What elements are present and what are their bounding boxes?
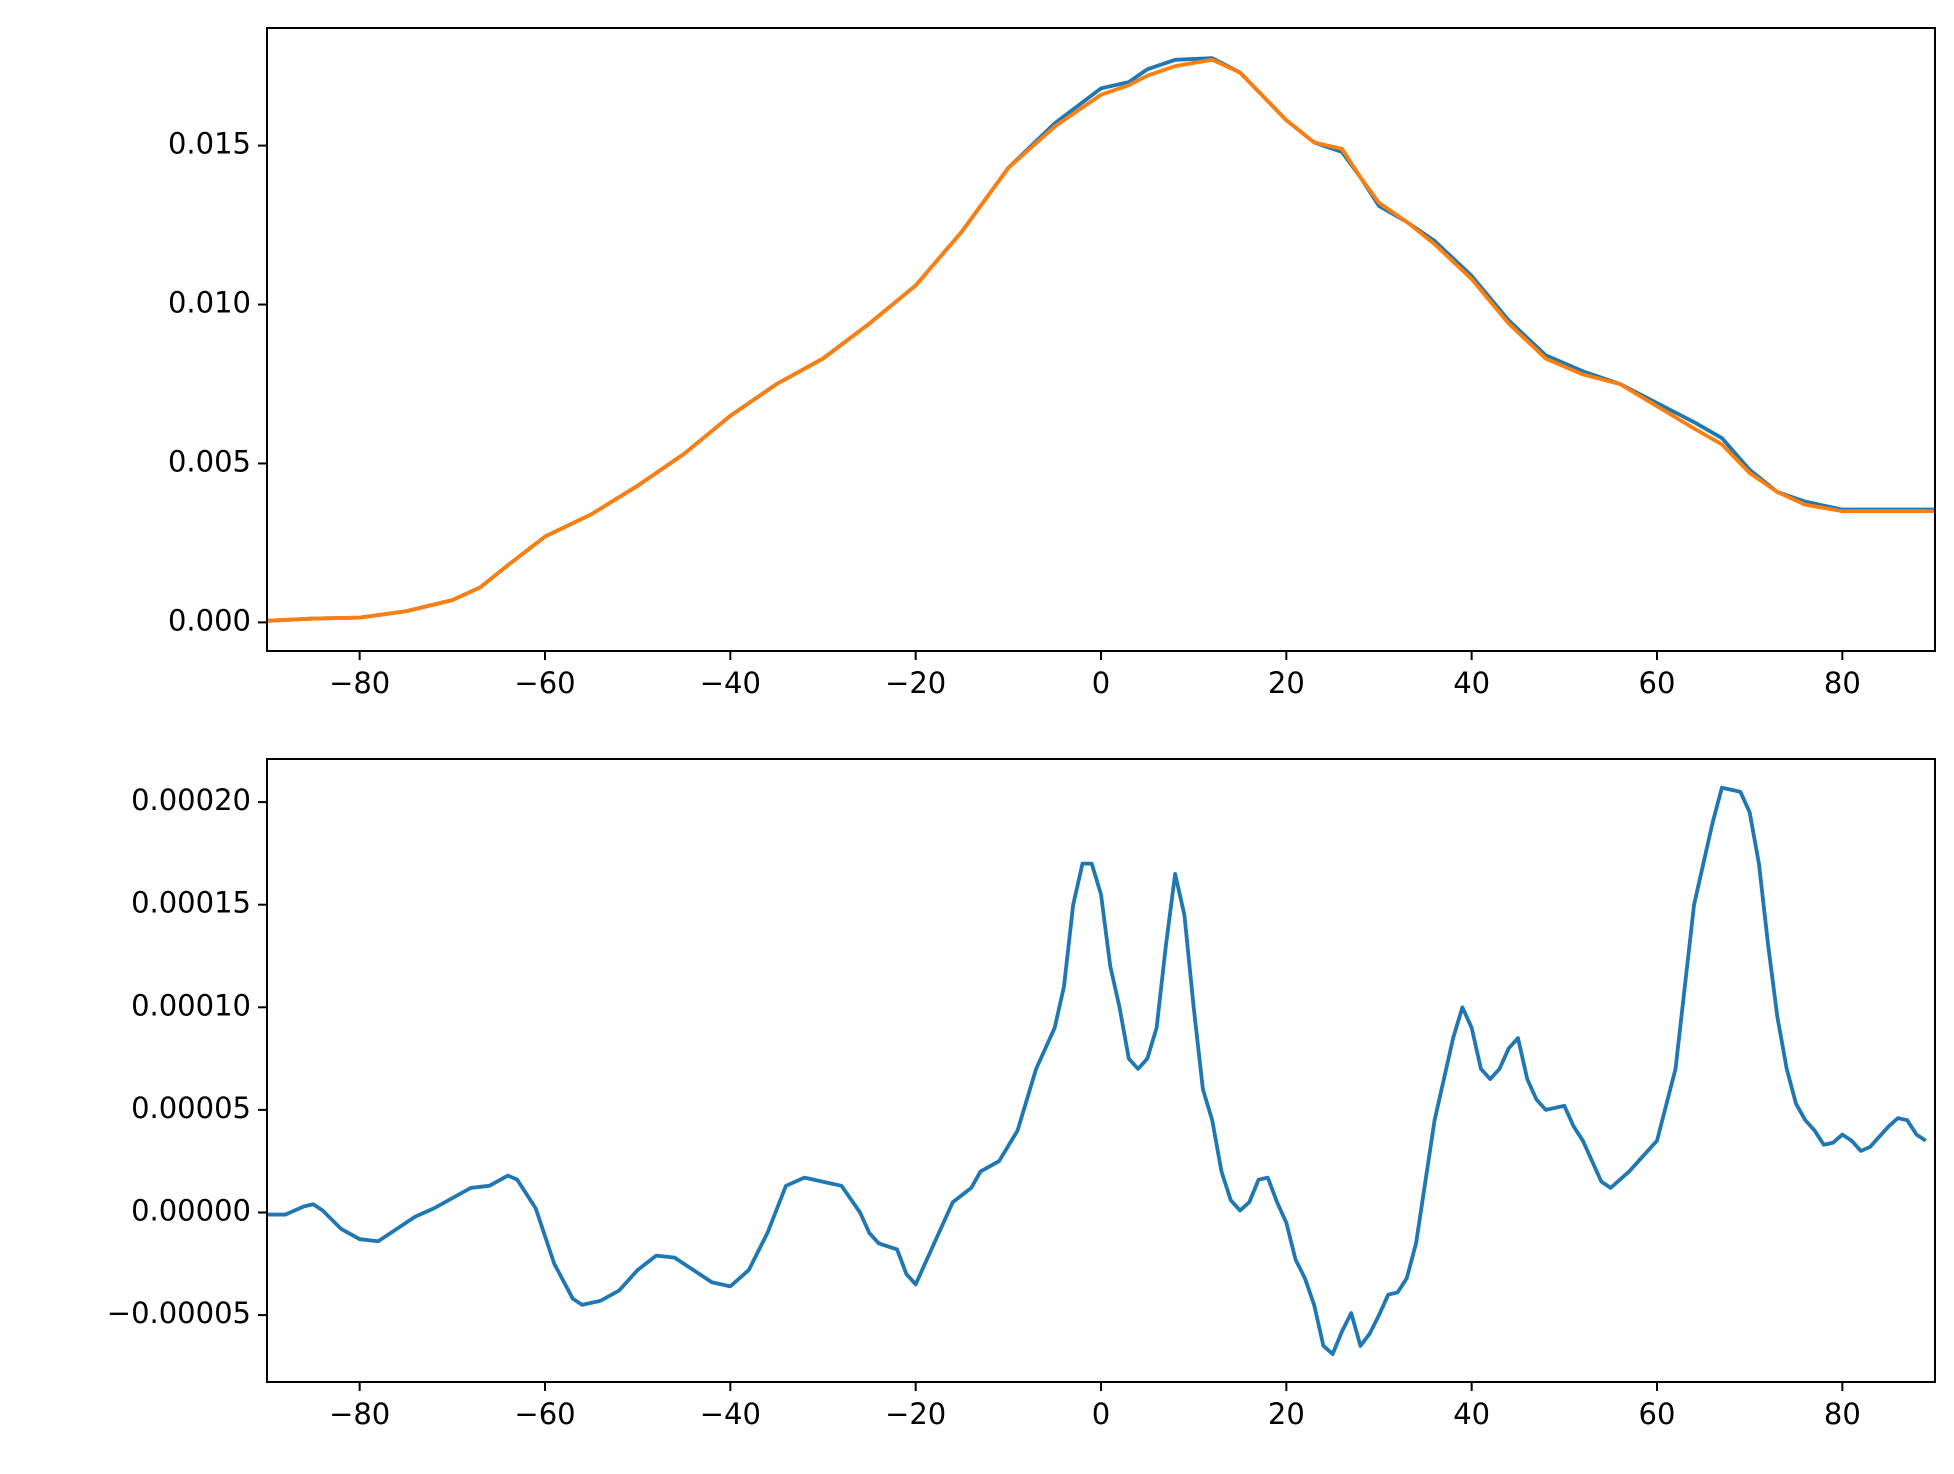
x-tick-label: 60 — [1639, 666, 1676, 700]
x-tick-label: 60 — [1639, 1397, 1676, 1431]
x-tick-label: 20 — [1268, 666, 1305, 700]
x-tick-label: 80 — [1824, 1397, 1861, 1431]
series-line — [267, 56, 1935, 623]
x-tick-label: 40 — [1453, 666, 1490, 700]
axes-frame — [266, 758, 1936, 1383]
x-tick-label: −60 — [514, 1397, 575, 1431]
y-tick-label: 0.000 — [168, 603, 251, 637]
series-line — [267, 785, 1927, 1356]
y-tick-label: 0.005 — [168, 444, 251, 478]
y-tick-label: 0.00020 — [131, 783, 251, 817]
y-tick-label: 0.015 — [168, 127, 251, 161]
y-tick-label: 0.00000 — [131, 1194, 251, 1228]
x-tick-label: −80 — [329, 666, 390, 700]
y-tick-label: 0.010 — [168, 286, 251, 320]
x-tick-label: −60 — [514, 666, 575, 700]
x-tick-label: −80 — [329, 1397, 390, 1431]
x-tick-label: 0 — [1092, 1397, 1110, 1431]
x-tick-label: −40 — [700, 666, 761, 700]
y-tick-label: 0.00010 — [131, 988, 251, 1022]
x-tick-label: 40 — [1453, 1397, 1490, 1431]
x-tick-label: 20 — [1268, 1397, 1305, 1431]
x-tick-label: 80 — [1824, 666, 1861, 700]
x-tick-label: −40 — [700, 1397, 761, 1431]
x-tick-label: −20 — [885, 1397, 946, 1431]
series-line — [267, 57, 1935, 623]
y-tick-label: 0.00015 — [131, 886, 251, 920]
y-tick-label: 0.00005 — [131, 1091, 251, 1125]
x-tick-label: 0 — [1092, 666, 1110, 700]
y-tick-label: −0.00005 — [107, 1296, 251, 1330]
x-tick-label: −20 — [885, 666, 946, 700]
